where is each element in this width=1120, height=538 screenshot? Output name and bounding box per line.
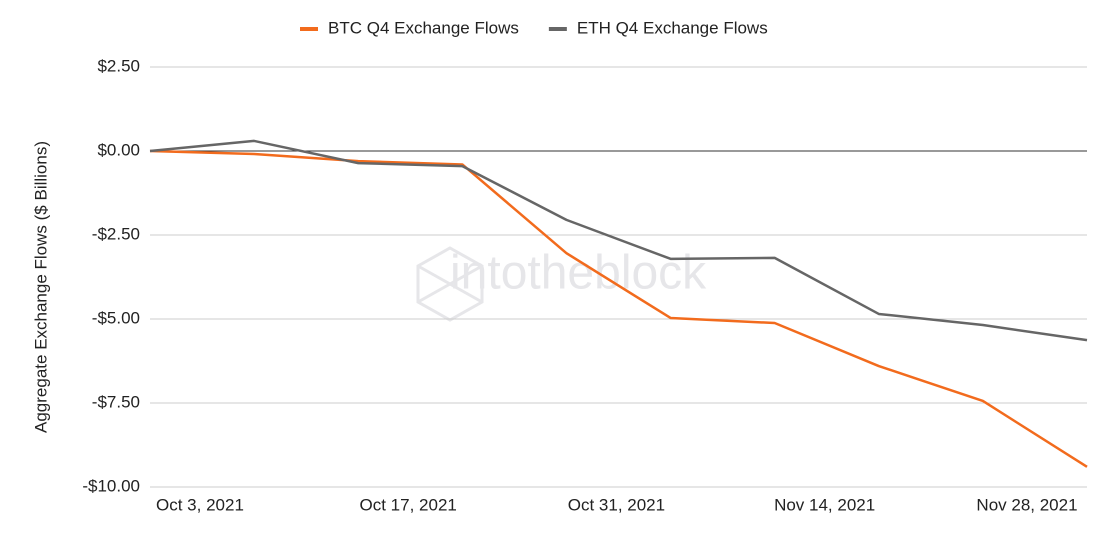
x-tick-label: Nov 28, 2021: [976, 495, 1077, 514]
y-tick-label: $2.50: [97, 56, 140, 75]
series-line: [149, 149, 1088, 468]
y-tick-label: -$2.50: [92, 224, 140, 243]
y-tick-label: $0.00: [97, 140, 140, 159]
x-tick-label: Oct 31, 2021: [568, 495, 665, 514]
y-tick-label: -$10.00: [82, 476, 140, 495]
x-tick-label: Oct 17, 2021: [360, 495, 457, 514]
legend-label: BTC Q4 Exchange Flows: [328, 18, 519, 37]
x-tick-label: Nov 14, 2021: [774, 495, 875, 514]
y-axis-label: Aggregate Exchange Flows ($ Billions): [31, 141, 50, 433]
y-tick-label: -$5.00: [92, 308, 140, 327]
watermark: intotheblock: [450, 247, 707, 300]
series-line: [149, 139, 1088, 342]
x-tick-label: Oct 3, 2021: [156, 495, 244, 514]
watermark-logo: [416, 246, 484, 322]
legend-label: ETH Q4 Exchange Flows: [577, 18, 768, 37]
y-tick-label: -$7.50: [92, 392, 140, 411]
